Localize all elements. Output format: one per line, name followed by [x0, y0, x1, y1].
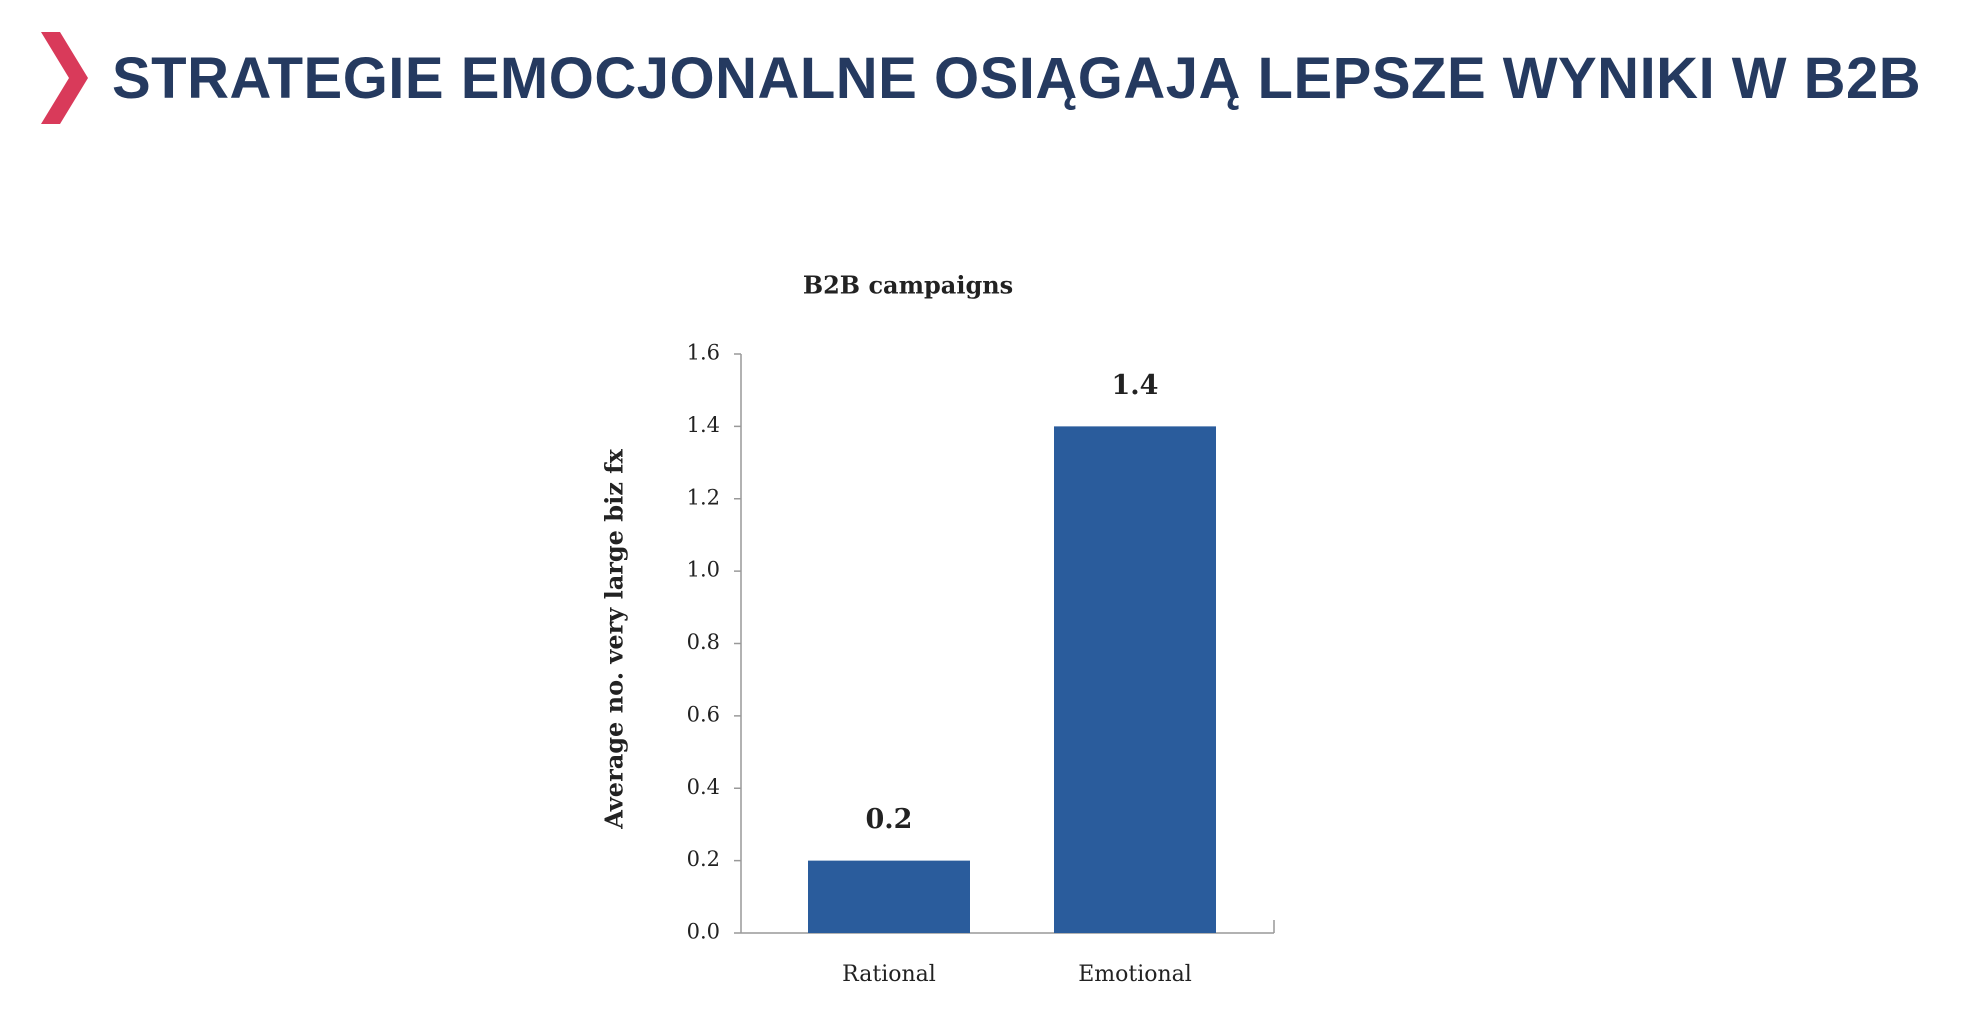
- x-tick-label: Rational: [842, 962, 936, 987]
- y-tick-label: 1.0: [687, 558, 720, 582]
- y-tick-label: 1.4: [687, 413, 720, 437]
- value-label: 0.2: [866, 804, 913, 835]
- bar: [1054, 426, 1216, 933]
- value-label: 1.4: [1112, 370, 1159, 401]
- bar: [808, 860, 970, 933]
- x-tick-label: Emotional: [1078, 962, 1192, 987]
- y-tick-label: 0.8: [687, 630, 720, 654]
- chevron-icon: [41, 32, 88, 124]
- y-tick-label: 0.4: [687, 775, 720, 799]
- page-title: STRATEGIE EMOCJONALNE OSIĄGAJĄ LEPSZE WY…: [112, 46, 1922, 111]
- y-tick-label: 0.6: [687, 702, 720, 726]
- y-tick-label: 0.2: [687, 847, 720, 871]
- y-tick-label: 0.0: [687, 920, 720, 944]
- y-tick-label: 1.6: [687, 341, 720, 365]
- y-tick-label: 1.2: [687, 485, 720, 509]
- chart-title: B2B campaigns: [803, 271, 1013, 300]
- y-axis-label: Average no. very large biz fx: [600, 449, 629, 830]
